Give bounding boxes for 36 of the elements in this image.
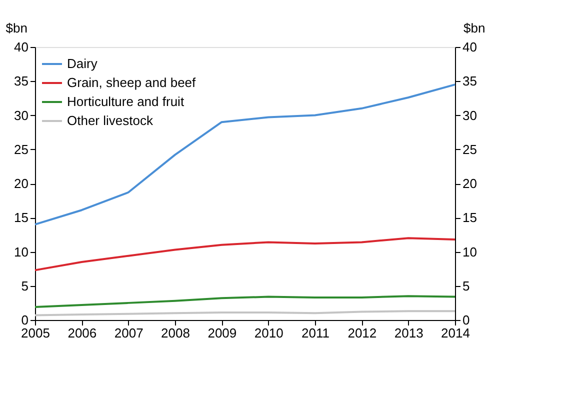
y2-tick-label: 40	[462, 40, 477, 54]
x-tick-label: 2013	[394, 326, 424, 340]
y-tick-label: 5	[21, 278, 28, 294]
y2-tick-label: 35	[462, 74, 477, 89]
y-tick-label: 15	[14, 210, 28, 226]
y2-tick-label: 30	[462, 108, 477, 123]
y2-tick-label: 0	[462, 312, 470, 328]
x-tick-label: 2007	[114, 326, 144, 340]
y-tick-label: 25	[14, 142, 28, 157]
y2-tick-label: 10	[462, 244, 477, 260]
x-tick-label: 2005	[21, 326, 50, 340]
y-tick-label: 35	[14, 74, 28, 89]
y-tick-label: 40	[14, 40, 28, 54]
line-series	[34, 295, 456, 308]
x-tick-label: 2009	[208, 326, 237, 340]
y2-tick-label: 15	[462, 210, 477, 226]
y2-tick-label: 25	[462, 142, 477, 157]
line-series	[34, 237, 456, 272]
x-tick-label: 2010	[254, 326, 284, 340]
y-axis-title: $bn	[6, 20, 28, 36]
legend-label: Horticulture and fruit	[67, 94, 184, 109]
x-tick-label: 2011	[302, 326, 330, 340]
y2-tick-label: 20	[462, 176, 477, 191]
y2-axis-title: $bn	[464, 20, 486, 36]
legend-label: Dairy	[67, 56, 98, 71]
y2-tick-label: 5	[462, 278, 470, 294]
y-tick-label: 20	[14, 176, 28, 191]
x-tick-label: 2006	[68, 326, 97, 340]
x-tick-label: 2014	[441, 326, 470, 340]
x-tick-label: 2012	[348, 326, 377, 340]
legend-label: Other livestock	[67, 113, 154, 128]
y-tick-label: 30	[14, 108, 28, 123]
legend-label: Grain, sheep and beef	[67, 75, 196, 90]
y-tick-label: 10	[14, 244, 28, 260]
y-tick-label: 0	[21, 312, 28, 328]
x-tick-label: 2008	[161, 326, 190, 340]
